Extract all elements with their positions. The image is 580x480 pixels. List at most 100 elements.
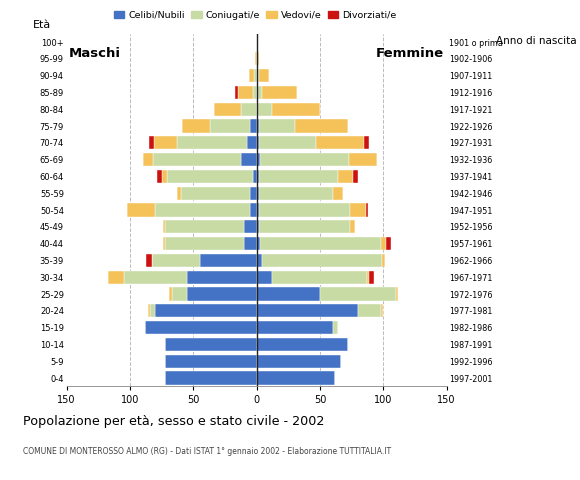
Bar [272, 103, 320, 116]
Bar [365, 204, 368, 216]
Bar [246, 136, 257, 149]
Bar [254, 69, 257, 82]
Bar [257, 187, 259, 200]
Text: Anno di nascita: Anno di nascita [496, 36, 577, 46]
Bar [333, 187, 343, 200]
Bar [165, 220, 244, 233]
Bar [150, 304, 155, 317]
Bar [367, 271, 369, 284]
Bar [128, 204, 155, 216]
Bar [210, 120, 251, 132]
Bar [257, 86, 262, 99]
Bar [182, 120, 210, 132]
Bar [253, 170, 257, 183]
Bar [253, 86, 257, 99]
Bar [262, 86, 297, 99]
Bar [259, 187, 333, 200]
Bar [213, 103, 241, 116]
Bar [364, 136, 369, 149]
Bar [169, 288, 172, 300]
Bar [200, 254, 257, 267]
Bar [295, 120, 348, 132]
Bar [255, 52, 257, 65]
Bar [166, 170, 253, 183]
Bar [249, 69, 254, 82]
Bar [244, 237, 257, 250]
Bar [257, 338, 348, 351]
Bar [369, 271, 375, 284]
Bar [155, 304, 257, 317]
Bar [149, 136, 154, 149]
Bar [358, 304, 380, 317]
Bar [382, 254, 385, 267]
Bar [350, 204, 365, 216]
Bar [143, 153, 153, 166]
Bar [257, 355, 342, 368]
Bar [257, 372, 335, 384]
Bar [157, 170, 162, 183]
Bar [259, 120, 295, 132]
Bar [257, 103, 272, 116]
Bar [165, 338, 257, 351]
Bar [187, 271, 257, 284]
Bar [235, 86, 238, 99]
Bar [257, 304, 358, 317]
Text: Popolazione per età, sesso e stato civile - 2002: Popolazione per età, sesso e stato civil… [23, 415, 325, 428]
Bar [165, 372, 257, 384]
Bar [124, 271, 187, 284]
Bar [257, 220, 259, 233]
Bar [187, 288, 257, 300]
Bar [257, 136, 259, 149]
Bar [353, 170, 358, 183]
Text: Femmine: Femmine [376, 47, 444, 60]
Bar [153, 153, 241, 166]
Bar [338, 170, 353, 183]
Bar [257, 69, 259, 82]
Bar [262, 254, 382, 267]
Bar [162, 170, 166, 183]
Bar [155, 204, 251, 216]
Bar [257, 254, 262, 267]
Bar [259, 220, 350, 233]
Bar [333, 321, 338, 334]
Bar [386, 237, 391, 250]
Bar [163, 237, 165, 250]
Bar [177, 187, 181, 200]
Bar [349, 153, 377, 166]
Bar [316, 136, 364, 149]
Text: Età: Età [32, 20, 51, 30]
Bar [165, 355, 257, 368]
Bar [108, 271, 124, 284]
Bar [257, 120, 259, 132]
Bar [238, 86, 253, 99]
Bar [145, 321, 257, 334]
Bar [148, 304, 150, 317]
Bar [260, 237, 380, 250]
Bar [257, 288, 320, 300]
Bar [396, 288, 398, 300]
Legend: Celibi/Nubili, Coniugati/e, Vedovi/e, Divorziati/e: Celibi/Nubili, Coniugati/e, Vedovi/e, Di… [110, 7, 400, 24]
Bar [257, 153, 260, 166]
Bar [244, 220, 257, 233]
Text: COMUNE DI MONTEROSSO ALMO (RG) - Dati ISTAT 1° gennaio 2002 - Elaborazione TUTTI: COMUNE DI MONTEROSSO ALMO (RG) - Dati IS… [23, 447, 392, 456]
Bar [259, 170, 338, 183]
Bar [154, 136, 177, 149]
Bar [350, 220, 356, 233]
Bar [257, 204, 259, 216]
Bar [251, 187, 257, 200]
Bar [259, 204, 350, 216]
Bar [259, 69, 269, 82]
Bar [147, 254, 151, 267]
Bar [151, 254, 200, 267]
Bar [172, 288, 187, 300]
Text: Maschi: Maschi [69, 47, 121, 60]
Bar [251, 120, 257, 132]
Bar [272, 271, 367, 284]
Bar [181, 187, 251, 200]
Bar [257, 321, 333, 334]
Bar [165, 237, 244, 250]
Bar [163, 220, 165, 233]
Bar [257, 237, 260, 250]
Bar [257, 271, 272, 284]
Bar [320, 288, 396, 300]
